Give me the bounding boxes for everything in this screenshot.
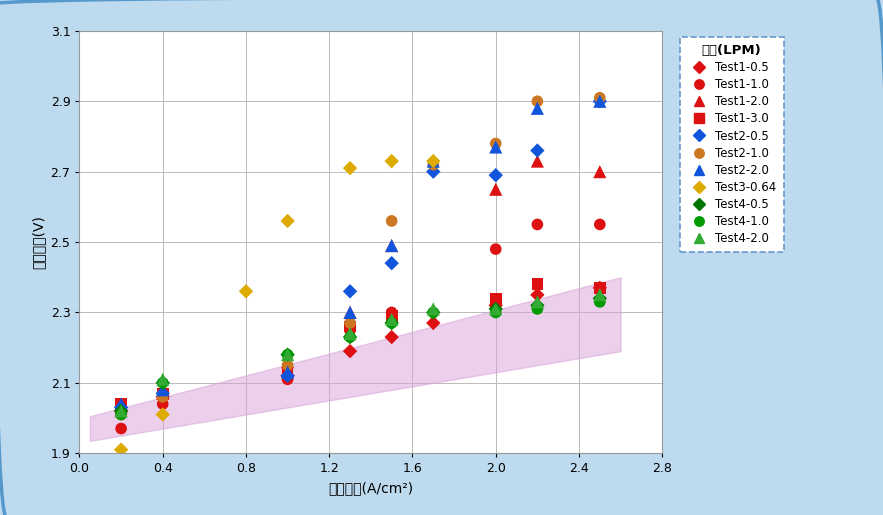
Point — [592, 294, 607, 302]
Point — [426, 161, 441, 169]
Point — [592, 284, 607, 292]
Point — [592, 290, 607, 299]
Point — [155, 379, 170, 387]
Point — [343, 164, 357, 173]
Point — [155, 410, 170, 419]
Legend: Test1-0.5, Test1-1.0, Test1-2.0, Test1-3.0, Test2-0.5, Test2-1.0, Test2-2.0, Tes: Test1-0.5, Test1-1.0, Test1-2.0, Test1-3… — [680, 37, 783, 252]
Point — [343, 287, 357, 296]
Point — [281, 217, 295, 225]
Point — [343, 322, 357, 331]
Point — [155, 389, 170, 398]
Point — [488, 294, 502, 302]
X-axis label: 전류밀도(A/cm²): 전류밀도(A/cm²) — [328, 481, 413, 495]
Point — [488, 308, 502, 317]
Point — [488, 143, 502, 151]
Point — [385, 312, 399, 320]
Point — [488, 301, 502, 310]
Point — [488, 305, 502, 313]
Point — [385, 217, 399, 225]
Point — [592, 97, 607, 106]
Point — [385, 259, 399, 267]
Point — [155, 386, 170, 394]
Point — [155, 389, 170, 398]
Point — [531, 104, 545, 112]
Point — [531, 290, 545, 299]
Point — [343, 308, 357, 317]
Point — [114, 403, 128, 411]
Point — [488, 185, 502, 194]
Point — [281, 365, 295, 373]
Point — [281, 357, 295, 366]
Point — [592, 284, 607, 292]
Point — [281, 372, 295, 380]
Point — [239, 287, 253, 296]
Point — [488, 171, 502, 179]
Point — [385, 319, 399, 327]
Point — [531, 220, 545, 229]
Point — [426, 167, 441, 176]
Point — [114, 445, 128, 454]
Point — [281, 361, 295, 369]
Point — [531, 305, 545, 313]
Point — [155, 379, 170, 387]
Point — [385, 333, 399, 341]
Point — [343, 330, 357, 338]
Point — [426, 305, 441, 313]
Point — [281, 375, 295, 383]
Point — [343, 347, 357, 355]
Point — [488, 305, 502, 313]
Point — [114, 410, 128, 419]
Point — [426, 308, 441, 317]
Point — [531, 280, 545, 288]
Point — [343, 333, 357, 341]
Point — [281, 351, 295, 359]
Point — [281, 368, 295, 376]
Point — [531, 298, 545, 306]
Point — [114, 407, 128, 415]
Point — [343, 319, 357, 327]
Point — [531, 301, 545, 310]
Point — [155, 393, 170, 401]
Point — [592, 97, 607, 106]
Point — [343, 333, 357, 341]
Point — [488, 245, 502, 253]
Point — [155, 400, 170, 408]
Point — [592, 298, 607, 306]
Point — [426, 308, 441, 317]
Point — [426, 157, 441, 165]
Point — [281, 351, 295, 359]
Point — [281, 372, 295, 380]
Point — [385, 157, 399, 165]
Point — [114, 407, 128, 415]
Point — [281, 351, 295, 359]
Point — [488, 140, 502, 148]
Point — [343, 326, 357, 334]
Point — [385, 242, 399, 250]
Point — [155, 375, 170, 383]
Point — [114, 424, 128, 433]
Point — [155, 393, 170, 401]
Point — [385, 308, 399, 317]
Point — [385, 315, 399, 323]
Y-axis label: 스택전압(V): 스택전압(V) — [31, 215, 45, 269]
Point — [385, 319, 399, 327]
Point — [592, 167, 607, 176]
Point — [114, 403, 128, 411]
Point — [426, 319, 441, 327]
Point — [114, 400, 128, 408]
Point — [531, 97, 545, 106]
Point — [531, 157, 545, 165]
Point — [385, 242, 399, 250]
Point — [114, 410, 128, 419]
Point — [592, 94, 607, 102]
Point — [114, 400, 128, 408]
Point — [592, 220, 607, 229]
Point — [426, 157, 441, 165]
Point — [343, 308, 357, 317]
Point — [114, 407, 128, 415]
Point — [531, 146, 545, 154]
Point — [155, 389, 170, 398]
